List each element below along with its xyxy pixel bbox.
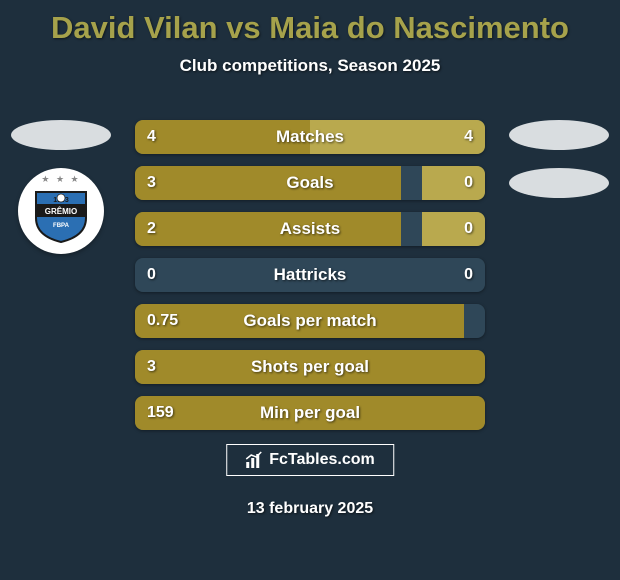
stat-label: Min per goal bbox=[135, 396, 485, 430]
page-title: David Vilan vs Maia do Nascimento bbox=[0, 0, 620, 46]
page-subtitle: Club competitions, Season 2025 bbox=[0, 56, 620, 76]
left-player-photo-placeholder bbox=[11, 120, 111, 150]
badge-stars-icon: ★ ★ ★ bbox=[18, 174, 104, 185]
comparison-infographic: David Vilan vs Maia do Nascimento Club c… bbox=[0, 0, 620, 580]
stats-comparison-bars: 44Matches 30Goals 20Assists 00Hattricks 0.75… bbox=[135, 120, 485, 442]
stat-label: Matches bbox=[135, 120, 485, 154]
stat-row: 00Hattricks bbox=[135, 258, 485, 292]
club-shield-icon: 1903 GRÊMIO FBPA bbox=[32, 186, 90, 244]
footer-date: 13 february 2025 bbox=[0, 500, 620, 518]
right-club-badge-placeholder bbox=[509, 168, 609, 198]
stat-label: Assists bbox=[135, 212, 485, 246]
badge-club-name: GRÊMIO bbox=[45, 207, 77, 216]
stat-row: 3Shots per goal bbox=[135, 350, 485, 384]
left-player-column: ★ ★ ★ 1903 GRÊMIO FBPA bbox=[6, 120, 116, 254]
badge-subtext: FBPA bbox=[53, 223, 70, 229]
left-club-badge: ★ ★ ★ 1903 GRÊMIO FBPA bbox=[18, 168, 104, 254]
stat-label: Goals bbox=[135, 166, 485, 200]
right-player-photo-placeholder bbox=[509, 120, 609, 150]
branding-text: FcTables.com bbox=[269, 451, 375, 469]
stat-label: Goals per match bbox=[135, 304, 485, 338]
stat-label: Shots per goal bbox=[135, 350, 485, 384]
right-player-column bbox=[504, 120, 614, 216]
stat-row: 20Assists bbox=[135, 212, 485, 246]
stat-row: 159Min per goal bbox=[135, 396, 485, 430]
stat-row: 30Goals bbox=[135, 166, 485, 200]
chart-icon bbox=[245, 451, 263, 469]
stat-row: 0.75Goals per match bbox=[135, 304, 485, 338]
branding-box: FcTables.com bbox=[226, 444, 394, 476]
stat-row: 44Matches bbox=[135, 120, 485, 154]
stat-label: Hattricks bbox=[135, 258, 485, 292]
